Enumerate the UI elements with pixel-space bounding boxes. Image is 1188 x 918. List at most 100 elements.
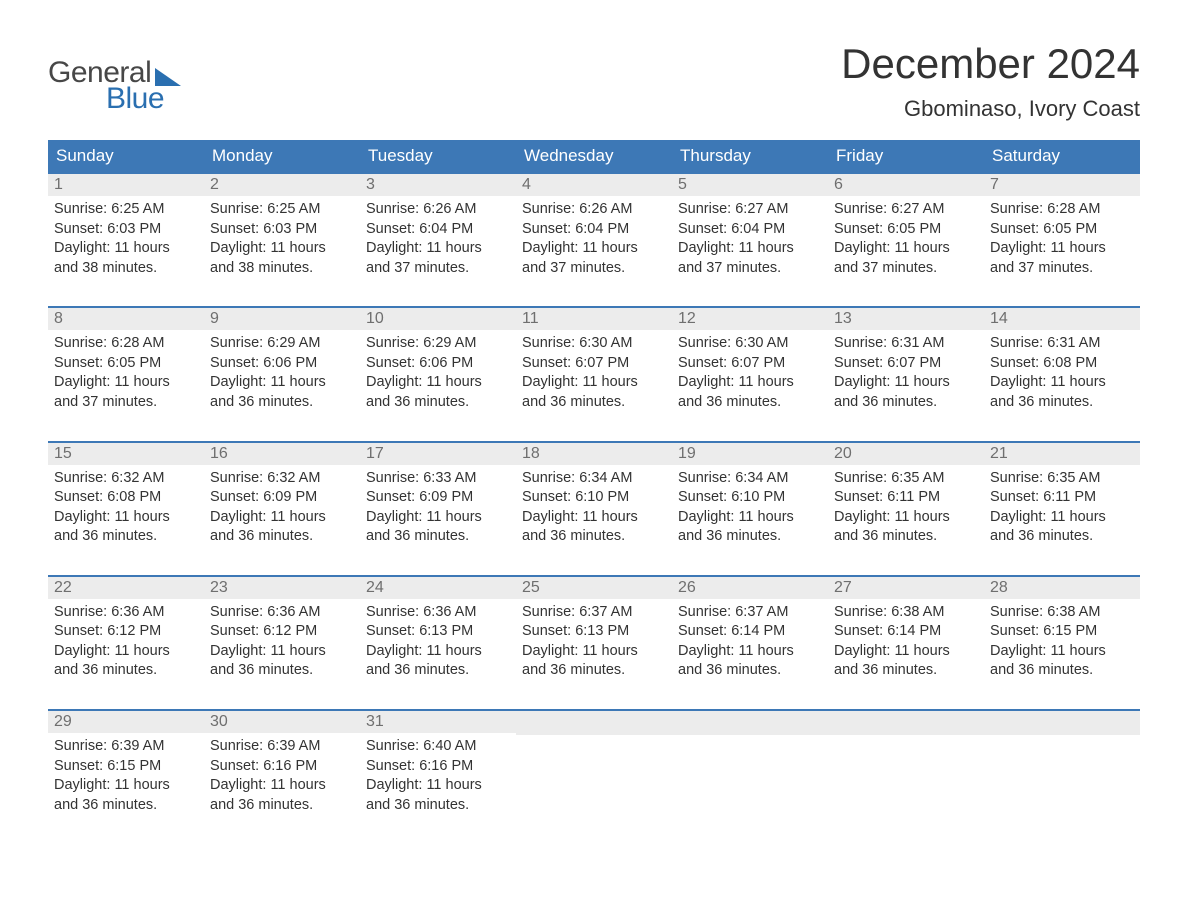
day-body: Sunrise: 6:39 AMSunset: 6:15 PMDaylight:… <box>48 733 204 819</box>
day-number: 11 <box>516 308 672 330</box>
weekday-header: Monday <box>204 140 360 172</box>
day-cell: 16Sunrise: 6:32 AMSunset: 6:09 PMDayligh… <box>204 443 360 551</box>
day-number: 20 <box>828 443 984 465</box>
day-number: 13 <box>828 308 984 330</box>
month-title: December 2024 <box>841 40 1140 88</box>
day-body: Sunrise: 6:25 AMSunset: 6:03 PMDaylight:… <box>204 196 360 282</box>
day-body: Sunrise: 6:35 AMSunset: 6:11 PMDaylight:… <box>984 465 1140 551</box>
day-number: 14 <box>984 308 1140 330</box>
weekday-header-row: SundayMondayTuesdayWednesdayThursdayFrid… <box>48 140 1140 172</box>
day-number: 21 <box>984 443 1140 465</box>
day-number: 31 <box>360 711 516 733</box>
day-number: 8 <box>48 308 204 330</box>
day-number: 2 <box>204 174 360 196</box>
week-row: 8Sunrise: 6:28 AMSunset: 6:05 PMDaylight… <box>48 306 1140 416</box>
day-cell: 6Sunrise: 6:27 AMSunset: 6:05 PMDaylight… <box>828 174 984 282</box>
empty-day-number <box>828 711 984 735</box>
day-body: Sunrise: 6:35 AMSunset: 6:11 PMDaylight:… <box>828 465 984 551</box>
day-body: Sunrise: 6:33 AMSunset: 6:09 PMDaylight:… <box>360 465 516 551</box>
day-body: Sunrise: 6:38 AMSunset: 6:15 PMDaylight:… <box>984 599 1140 685</box>
day-cell: 5Sunrise: 6:27 AMSunset: 6:04 PMDaylight… <box>672 174 828 282</box>
day-cell: 21Sunrise: 6:35 AMSunset: 6:11 PMDayligh… <box>984 443 1140 551</box>
day-body: Sunrise: 6:34 AMSunset: 6:10 PMDaylight:… <box>672 465 828 551</box>
day-body: Sunrise: 6:25 AMSunset: 6:03 PMDaylight:… <box>48 196 204 282</box>
day-cell: 15Sunrise: 6:32 AMSunset: 6:08 PMDayligh… <box>48 443 204 551</box>
day-number: 29 <box>48 711 204 733</box>
day-cell: 19Sunrise: 6:34 AMSunset: 6:10 PMDayligh… <box>672 443 828 551</box>
day-cell: 18Sunrise: 6:34 AMSunset: 6:10 PMDayligh… <box>516 443 672 551</box>
day-number: 24 <box>360 577 516 599</box>
day-cell: 30Sunrise: 6:39 AMSunset: 6:16 PMDayligh… <box>204 711 360 819</box>
day-cell: 9Sunrise: 6:29 AMSunset: 6:06 PMDaylight… <box>204 308 360 416</box>
day-body: Sunrise: 6:36 AMSunset: 6:12 PMDaylight:… <box>204 599 360 685</box>
page-header: General Blue December 2024 Gbominaso, Iv… <box>48 40 1140 122</box>
empty-day-number <box>984 711 1140 735</box>
day-cell: 4Sunrise: 6:26 AMSunset: 6:04 PMDaylight… <box>516 174 672 282</box>
day-number: 22 <box>48 577 204 599</box>
day-cell: 23Sunrise: 6:36 AMSunset: 6:12 PMDayligh… <box>204 577 360 685</box>
day-number: 27 <box>828 577 984 599</box>
day-body: Sunrise: 6:29 AMSunset: 6:06 PMDaylight:… <box>204 330 360 416</box>
day-cell: 26Sunrise: 6:37 AMSunset: 6:14 PMDayligh… <box>672 577 828 685</box>
day-cell <box>672 711 828 819</box>
day-cell: 27Sunrise: 6:38 AMSunset: 6:14 PMDayligh… <box>828 577 984 685</box>
weekday-header: Wednesday <box>516 140 672 172</box>
day-number: 7 <box>984 174 1140 196</box>
day-body: Sunrise: 6:27 AMSunset: 6:04 PMDaylight:… <box>672 196 828 282</box>
day-body: Sunrise: 6:29 AMSunset: 6:06 PMDaylight:… <box>360 330 516 416</box>
day-number: 3 <box>360 174 516 196</box>
empty-day-number <box>672 711 828 735</box>
day-body: Sunrise: 6:32 AMSunset: 6:08 PMDaylight:… <box>48 465 204 551</box>
day-number: 4 <box>516 174 672 196</box>
day-body: Sunrise: 6:34 AMSunset: 6:10 PMDaylight:… <box>516 465 672 551</box>
day-cell <box>516 711 672 819</box>
day-cell: 11Sunrise: 6:30 AMSunset: 6:07 PMDayligh… <box>516 308 672 416</box>
weekday-header: Tuesday <box>360 140 516 172</box>
day-cell: 14Sunrise: 6:31 AMSunset: 6:08 PMDayligh… <box>984 308 1140 416</box>
title-block: December 2024 Gbominaso, Ivory Coast <box>841 40 1140 122</box>
day-body: Sunrise: 6:30 AMSunset: 6:07 PMDaylight:… <box>516 330 672 416</box>
week-row: 29Sunrise: 6:39 AMSunset: 6:15 PMDayligh… <box>48 709 1140 819</box>
brand-logo: General Blue <box>48 58 181 114</box>
day-body: Sunrise: 6:27 AMSunset: 6:05 PMDaylight:… <box>828 196 984 282</box>
day-number: 16 <box>204 443 360 465</box>
day-cell: 13Sunrise: 6:31 AMSunset: 6:07 PMDayligh… <box>828 308 984 416</box>
weekday-header: Thursday <box>672 140 828 172</box>
day-body: Sunrise: 6:31 AMSunset: 6:08 PMDaylight:… <box>984 330 1140 416</box>
day-number: 9 <box>204 308 360 330</box>
day-cell: 25Sunrise: 6:37 AMSunset: 6:13 PMDayligh… <box>516 577 672 685</box>
day-number: 26 <box>672 577 828 599</box>
day-body: Sunrise: 6:37 AMSunset: 6:13 PMDaylight:… <box>516 599 672 685</box>
weekday-header: Friday <box>828 140 984 172</box>
day-cell: 29Sunrise: 6:39 AMSunset: 6:15 PMDayligh… <box>48 711 204 819</box>
day-cell: 20Sunrise: 6:35 AMSunset: 6:11 PMDayligh… <box>828 443 984 551</box>
day-body: Sunrise: 6:26 AMSunset: 6:04 PMDaylight:… <box>360 196 516 282</box>
day-number: 25 <box>516 577 672 599</box>
day-body: Sunrise: 6:36 AMSunset: 6:12 PMDaylight:… <box>48 599 204 685</box>
day-number: 15 <box>48 443 204 465</box>
day-number: 6 <box>828 174 984 196</box>
day-cell <box>984 711 1140 819</box>
day-number: 10 <box>360 308 516 330</box>
day-number: 1 <box>48 174 204 196</box>
day-cell: 7Sunrise: 6:28 AMSunset: 6:05 PMDaylight… <box>984 174 1140 282</box>
day-body: Sunrise: 6:30 AMSunset: 6:07 PMDaylight:… <box>672 330 828 416</box>
day-number: 5 <box>672 174 828 196</box>
week-row: 1Sunrise: 6:25 AMSunset: 6:03 PMDaylight… <box>48 172 1140 282</box>
day-body: Sunrise: 6:28 AMSunset: 6:05 PMDaylight:… <box>48 330 204 416</box>
day-cell <box>828 711 984 819</box>
day-number: 28 <box>984 577 1140 599</box>
week-row: 15Sunrise: 6:32 AMSunset: 6:08 PMDayligh… <box>48 441 1140 551</box>
day-body: Sunrise: 6:31 AMSunset: 6:07 PMDaylight:… <box>828 330 984 416</box>
day-number: 17 <box>360 443 516 465</box>
day-body: Sunrise: 6:36 AMSunset: 6:13 PMDaylight:… <box>360 599 516 685</box>
day-body: Sunrise: 6:26 AMSunset: 6:04 PMDaylight:… <box>516 196 672 282</box>
day-cell: 24Sunrise: 6:36 AMSunset: 6:13 PMDayligh… <box>360 577 516 685</box>
day-body: Sunrise: 6:38 AMSunset: 6:14 PMDaylight:… <box>828 599 984 685</box>
weekday-header: Sunday <box>48 140 204 172</box>
day-cell: 3Sunrise: 6:26 AMSunset: 6:04 PMDaylight… <box>360 174 516 282</box>
empty-day-number <box>516 711 672 735</box>
day-body: Sunrise: 6:40 AMSunset: 6:16 PMDaylight:… <box>360 733 516 819</box>
day-body: Sunrise: 6:28 AMSunset: 6:05 PMDaylight:… <box>984 196 1140 282</box>
day-number: 19 <box>672 443 828 465</box>
